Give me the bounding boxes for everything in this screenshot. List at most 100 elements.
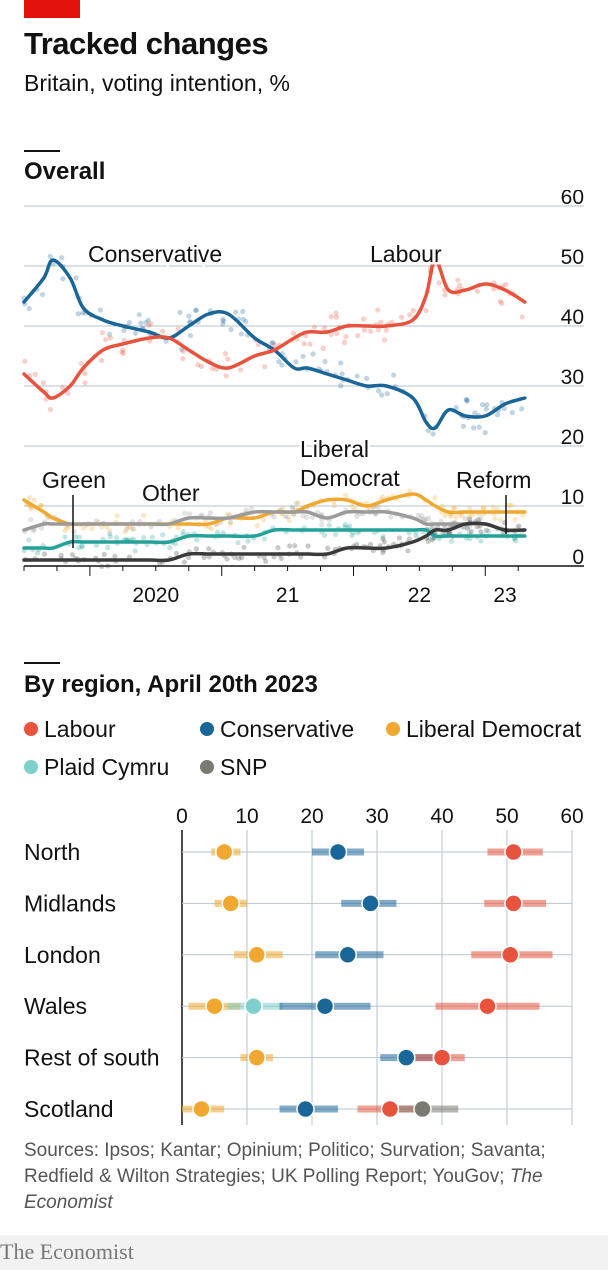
poll-dot	[450, 505, 456, 511]
dot-liberal-democrat	[247, 1048, 266, 1067]
dot-conservative	[338, 945, 357, 965]
dot-liberal-democrat	[192, 1099, 211, 1119]
series-line-conservative	[22, 258, 527, 431]
poll-dot	[186, 554, 192, 561]
legend-item-labour: Labour	[24, 716, 116, 743]
poll-dot	[442, 512, 448, 519]
poll-dot	[508, 502, 514, 509]
y-tick-label: 40	[561, 306, 584, 329]
poll-dot	[38, 502, 44, 508]
poll-dot	[120, 347, 126, 353]
poll-dot	[513, 538, 519, 544]
poll-dot	[495, 412, 501, 418]
poll-dot	[270, 340, 276, 346]
dot-conservative	[361, 894, 380, 913]
poll-dot	[321, 532, 328, 538]
poll-dot	[228, 326, 234, 333]
poll-dot	[431, 248, 438, 255]
poll-dot	[107, 335, 114, 341]
legend-label: Liberal Democrat	[406, 716, 582, 742]
x-tick-label: 40	[430, 805, 453, 828]
poll-dot	[160, 532, 166, 538]
series-line-labour	[22, 258, 527, 400]
poll-dot	[145, 317, 151, 323]
poll-dot	[132, 330, 139, 336]
poll-dot	[126, 319, 133, 326]
poll-dot	[193, 307, 199, 314]
label-libdem-line2: Democrat	[300, 465, 400, 491]
poll-dot	[311, 324, 318, 330]
dot-snp	[413, 1099, 432, 1119]
poll-dot	[122, 529, 128, 535]
poll-dot	[319, 521, 325, 528]
poll-dot	[381, 539, 387, 545]
poll-dot	[328, 314, 334, 320]
poll-dot	[93, 542, 100, 548]
poll-dot	[107, 531, 113, 537]
poll-dot	[59, 384, 66, 391]
poll-dot	[181, 559, 187, 565]
poll-dot	[76, 534, 82, 540]
x-tick-label: 23	[493, 584, 516, 607]
poll-dot	[381, 337, 388, 343]
region-label: Rest of south	[24, 1045, 160, 1071]
dot-labour	[501, 945, 520, 965]
poll-dot	[263, 558, 269, 564]
poll-dot	[254, 523, 260, 529]
poll-dot	[261, 554, 267, 561]
poll-dot	[225, 511, 231, 517]
dot-labour	[380, 1099, 400, 1119]
legend-item-snp: SNP	[200, 754, 267, 781]
poll-dot	[290, 330, 297, 336]
poll-dot	[331, 502, 337, 509]
dot-labour	[432, 1048, 452, 1067]
poll-dot	[436, 280, 442, 286]
label-reform: Reform	[456, 467, 531, 493]
dot-liberal-democrat	[205, 996, 224, 1016]
poll-dot	[383, 327, 389, 333]
poll-dot	[101, 551, 107, 558]
poll-dot	[149, 534, 155, 540]
poll-dot	[243, 507, 250, 513]
poll-dot	[285, 514, 291, 520]
poll-dot	[180, 529, 186, 535]
poll-dot	[363, 375, 370, 382]
x-tick-label: 30	[365, 805, 388, 828]
legend-swatch	[24, 759, 38, 774]
y-tick-label: 30	[561, 366, 584, 389]
economist-red-tag	[24, 0, 80, 18]
poll-dot	[463, 397, 469, 403]
poll-dot	[468, 529, 474, 535]
poll-dot	[455, 277, 461, 283]
label-labour: Labour	[370, 241, 442, 267]
poll-dot	[175, 525, 182, 531]
label-libdem-line1: Liberal	[300, 436, 369, 462]
region-dot-chart: 0 10 20 30 40 50 60 North Midlands London Wales Res…	[24, 805, 584, 1125]
poll-dot	[347, 523, 353, 529]
poll-dot	[28, 517, 34, 523]
poll-dot	[159, 328, 166, 334]
poll-dot	[467, 506, 473, 512]
poll-dot	[79, 544, 85, 550]
poll-dot	[342, 521, 348, 528]
poll-dot	[490, 504, 496, 510]
poll-dot	[516, 523, 522, 529]
y-tick-label: 20	[561, 426, 584, 449]
poll-dot	[76, 545, 82, 551]
poll-dot	[305, 543, 311, 549]
poll-dot	[279, 362, 285, 368]
poll-dot	[451, 504, 458, 511]
poll-dot	[407, 312, 413, 318]
poll-dot	[180, 356, 186, 362]
poll-dot	[280, 505, 286, 511]
poll-dot	[248, 506, 255, 512]
poll-dot	[261, 536, 268, 542]
poll-dot	[343, 334, 349, 340]
x-tick-label: 22	[408, 584, 431, 607]
poll-dot	[339, 371, 345, 377]
poll-dot	[112, 553, 118, 559]
poll-dot	[492, 516, 498, 522]
poll-dot	[208, 526, 214, 532]
poll-dot	[519, 406, 525, 412]
poll-dot	[271, 514, 277, 520]
